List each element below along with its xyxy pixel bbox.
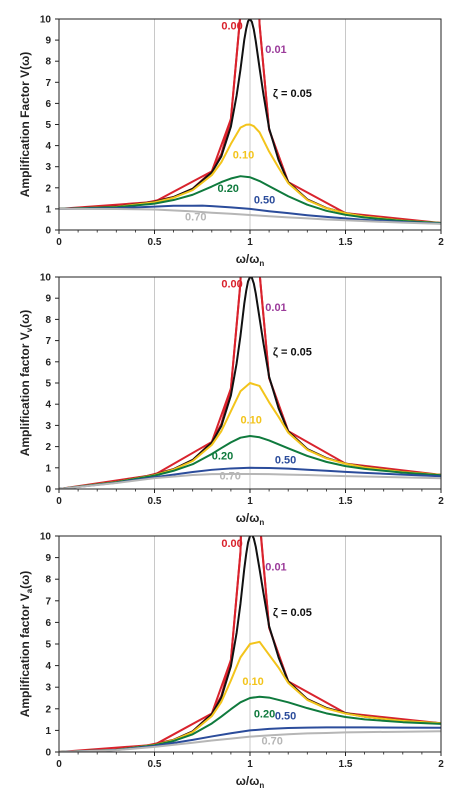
y-tick-label: 3 bbox=[45, 162, 51, 173]
x-tick-label: 0 bbox=[56, 496, 62, 507]
x-axis-title: ω/ωn bbox=[236, 511, 265, 527]
x-axis-title: ω/ωn bbox=[236, 252, 265, 268]
y-tick-label: 7 bbox=[45, 78, 51, 89]
y-tick-label: 9 bbox=[45, 36, 51, 47]
y-tick-label: 7 bbox=[45, 596, 51, 607]
series-line-6 bbox=[59, 730, 441, 752]
x-tick-label: 2 bbox=[438, 237, 444, 248]
curve-label-5: 0.50 bbox=[254, 195, 275, 207]
y-axis-title: Amplification factor Va(ω) bbox=[18, 571, 34, 718]
x-tick-label: 1 bbox=[247, 237, 253, 248]
y-tick-label: 9 bbox=[45, 294, 51, 305]
y-tick-label: 0 bbox=[45, 485, 51, 496]
curve-label-0: 0.00 bbox=[221, 279, 242, 291]
series-line-4 bbox=[59, 435, 441, 489]
curve-label-4: 0.20 bbox=[254, 708, 275, 720]
chart-panel-1: 0 0.5 1 1.5 2 0 1 2 3 4 5 6 7 8 9 10 ω/ωn Amplification F… bbox=[18, 15, 444, 269]
y-tick-label: 8 bbox=[45, 575, 51, 586]
series-line-3 bbox=[59, 123, 441, 224]
y-tick-label: 9 bbox=[45, 553, 51, 564]
y-tick-label: 7 bbox=[45, 336, 51, 347]
curve-label-1: 0.01 bbox=[265, 302, 286, 314]
y-tick-label: 3 bbox=[45, 683, 51, 694]
chart-panel-3: 0 0.5 1 1.5 2 0 1 2 3 4 5 6 7 8 9 10 ω/ωn Amplification f… bbox=[18, 532, 444, 791]
series-line-3 bbox=[59, 382, 441, 489]
y-tick-label: 2 bbox=[45, 442, 51, 453]
curve-label-2: ζ = 0.05 bbox=[273, 346, 312, 358]
y-tick-label: 6 bbox=[45, 357, 51, 368]
x-tick-label: 1 bbox=[247, 759, 253, 770]
x-tick-label: 0.5 bbox=[148, 496, 162, 507]
y-tick-label: 8 bbox=[45, 315, 51, 326]
curve-label-5: 0.50 bbox=[275, 455, 296, 467]
x-tick-label: 2 bbox=[438, 759, 444, 770]
x-tick-label: 1.5 bbox=[339, 496, 353, 507]
y-tick-label: 4 bbox=[45, 400, 51, 411]
curve-label-4: 0.20 bbox=[212, 450, 233, 462]
curve-label-3: 0.10 bbox=[233, 149, 254, 161]
x-tick-label: 0.5 bbox=[148, 237, 162, 248]
y-tick-label: 4 bbox=[45, 141, 51, 152]
x-tick-label: 1.5 bbox=[339, 759, 353, 770]
curve-label-3: 0.10 bbox=[242, 676, 263, 688]
x-tick-label: 0 bbox=[56, 237, 62, 248]
x-tick-label: 0 bbox=[56, 759, 62, 770]
series-line-6 bbox=[59, 472, 441, 489]
curve-label-4: 0.20 bbox=[218, 183, 239, 195]
x-tick-label: 1 bbox=[247, 496, 253, 507]
series-line-6 bbox=[59, 207, 441, 225]
y-tick-label: 6 bbox=[45, 99, 51, 110]
y-axis-title: Amplification Factor V(ω) bbox=[18, 52, 32, 197]
curve-label-0: 0.00 bbox=[221, 538, 242, 550]
y-tick-label: 1 bbox=[45, 204, 51, 215]
series-line-4 bbox=[59, 175, 441, 225]
y-tick-label: 2 bbox=[45, 183, 51, 194]
curve-label-2: ζ = 0.05 bbox=[273, 88, 312, 100]
curve-label-5: 0.50 bbox=[275, 711, 296, 723]
curve-label-6: 0.70 bbox=[185, 212, 206, 224]
series-line-5 bbox=[59, 726, 441, 752]
y-tick-label: 5 bbox=[45, 120, 51, 131]
y-tick-label: 10 bbox=[40, 15, 52, 26]
curve-label-1: 0.01 bbox=[265, 562, 286, 574]
y-tick-label: 3 bbox=[45, 421, 51, 432]
x-axis-title: ω/ωn bbox=[236, 774, 265, 790]
y-tick-label: 10 bbox=[40, 532, 52, 543]
y-tick-label: 0 bbox=[45, 226, 51, 237]
curve-label-0: 0.00 bbox=[221, 21, 242, 33]
y-tick-label: 8 bbox=[45, 57, 51, 68]
y-tick-label: 5 bbox=[45, 640, 51, 651]
y-tick-label: 4 bbox=[45, 661, 51, 672]
y-tick-label: 1 bbox=[45, 463, 51, 474]
series-line-5 bbox=[59, 204, 441, 225]
y-tick-label: 2 bbox=[45, 704, 51, 715]
x-tick-label: 0.5 bbox=[148, 759, 162, 770]
y-tick-label: 1 bbox=[45, 726, 51, 737]
series-line-4 bbox=[59, 695, 441, 752]
curve-label-2: ζ = 0.05 bbox=[273, 607, 312, 619]
series-line-5 bbox=[59, 466, 441, 489]
curve-label-1: 0.01 bbox=[265, 44, 286, 56]
curve-label-6: 0.70 bbox=[219, 470, 240, 482]
curve-label-3: 0.10 bbox=[240, 414, 261, 426]
y-tick-label: 10 bbox=[40, 273, 52, 284]
y-tick-label: 5 bbox=[45, 379, 51, 390]
y-axis-title: Amplification factor Vv(ω) bbox=[18, 310, 34, 457]
chart-panel-2: 0 0.5 1 1.5 2 0 1 2 3 4 5 6 7 8 9 10 ω/ωn Amplification f… bbox=[18, 273, 444, 528]
series-line-3 bbox=[59, 640, 441, 752]
y-tick-label: 6 bbox=[45, 618, 51, 629]
x-tick-label: 1.5 bbox=[339, 237, 353, 248]
curve-label-6: 0.70 bbox=[261, 735, 282, 747]
y-tick-label: 0 bbox=[45, 748, 51, 759]
x-tick-label: 2 bbox=[438, 496, 444, 507]
